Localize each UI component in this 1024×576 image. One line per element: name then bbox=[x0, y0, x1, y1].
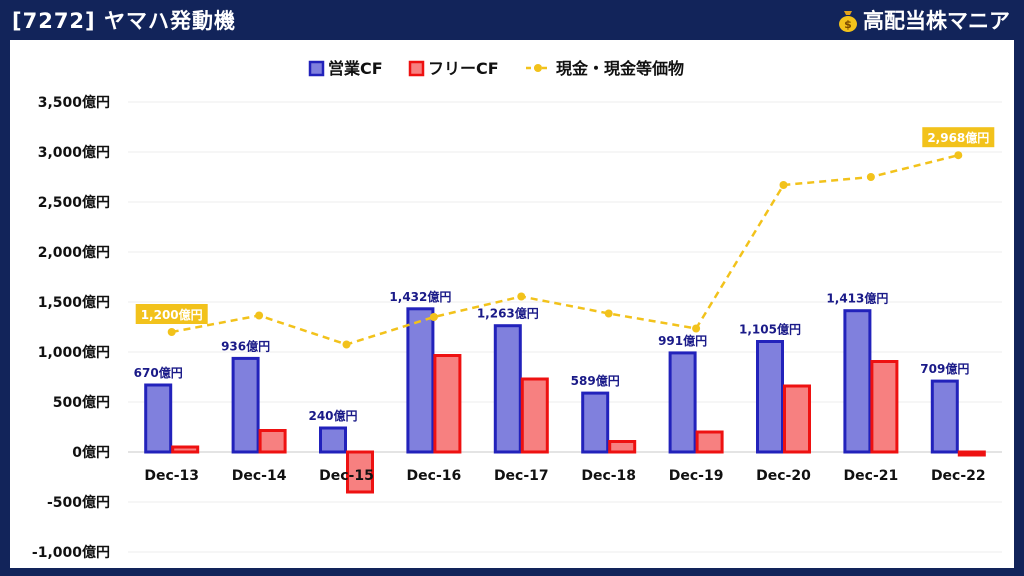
y-tick-label: -1,000億円 bbox=[32, 544, 110, 561]
free-cf-bar bbox=[695, 430, 724, 454]
operating-cf-label: 589億円 bbox=[571, 373, 620, 388]
free-cf-bar bbox=[520, 377, 549, 454]
operating-cf-bar bbox=[493, 324, 522, 454]
y-tick-label: 1,500億円 bbox=[38, 294, 110, 311]
operating-cf-label: 240億円 bbox=[308, 408, 357, 423]
operating-cf-label: 1,263億円 bbox=[477, 306, 539, 321]
operating-cf-bar bbox=[319, 426, 347, 454]
operating-cf-label: 991億円 bbox=[658, 333, 707, 348]
operating-cf-label: 1,432億円 bbox=[389, 289, 451, 304]
svg-text:$: $ bbox=[844, 18, 852, 31]
cash-label-box bbox=[135, 304, 208, 324]
cash-point bbox=[429, 313, 438, 321]
x-tick-label: Dec-16 bbox=[407, 468, 462, 484]
operating-cf-label: 709億円 bbox=[920, 361, 969, 376]
operating-cf-bar bbox=[756, 340, 784, 454]
free-cf-bar bbox=[783, 384, 811, 454]
brand-name: 高配当株マニア bbox=[863, 9, 1010, 33]
cash-line: 1,200億円 2,968億円 bbox=[135, 127, 995, 349]
y-tick-label: 2,000億円 bbox=[38, 244, 110, 261]
data-labels: 670億円 936億円 240億円 1,432億円 1,263億円 589億円 991億円 1… bbox=[134, 289, 970, 423]
operating-cf-label: 1,105億円 bbox=[739, 322, 801, 337]
x-tick-label: Dec-22 bbox=[931, 468, 986, 484]
free-cf-bar bbox=[433, 354, 462, 454]
x-tick-label: Dec-17 bbox=[494, 468, 549, 484]
y-tick-label: 2,500億円 bbox=[38, 194, 110, 211]
cash-label-box bbox=[922, 127, 995, 148]
legend-swatch-free-cf bbox=[408, 60, 425, 77]
chart-svg: 3,500億円 3,000億円 2,500億円 2,000億円 1,500億円 1,000… bbox=[32, 59, 1002, 561]
cash-label: 1,200億円 bbox=[141, 307, 203, 322]
cash-point bbox=[342, 340, 351, 349]
legend-label-operating-cf: 営業CF bbox=[328, 59, 383, 78]
money-bag-icon: $ bbox=[839, 11, 857, 32]
cash-point bbox=[167, 328, 176, 336]
brand-logo: $ 高配当株マニア bbox=[837, 5, 1010, 35]
y-tick-label: 3,000億円 bbox=[38, 144, 110, 161]
cash-point bbox=[779, 181, 788, 189]
legend: 営業CF フリーCF 現金・現金等価物 bbox=[308, 59, 684, 78]
x-tick-label: Dec-21 bbox=[844, 468, 899, 484]
x-tick-label: Dec-13 bbox=[144, 468, 199, 484]
operating-cf-bar bbox=[843, 309, 872, 454]
legend-label-free-cf: フリーCF bbox=[428, 59, 499, 78]
legend-marker-cash bbox=[534, 64, 542, 72]
x-tick-label: Dec-15 bbox=[319, 468, 374, 484]
free-cf-bar bbox=[608, 440, 637, 454]
cash-point bbox=[255, 311, 264, 320]
operating-cf-label: 670億円 bbox=[134, 365, 183, 380]
y-tick-label: 3,500億円 bbox=[38, 94, 110, 111]
chart-panel: 3,500億円 3,000億円 2,500億円 2,000億円 1,500億円 1,000… bbox=[10, 40, 1014, 568]
x-tick-label: Dec-20 bbox=[756, 468, 811, 484]
cash-point bbox=[692, 324, 701, 333]
operating-cf-bar bbox=[144, 383, 173, 454]
legend-label-cash: 現金・現金等価物 bbox=[556, 59, 684, 78]
x-tick-label: Dec-14 bbox=[232, 468, 287, 484]
operating-cf-bar bbox=[231, 356, 260, 454]
free-cf-bar bbox=[171, 445, 200, 454]
cash-point bbox=[954, 151, 963, 160]
y-axis-ticks: 3,500億円 3,000億円 2,500億円 2,000億円 1,500億円 1,000… bbox=[32, 94, 110, 561]
legend-swatch-operating-cf bbox=[308, 60, 325, 77]
operating-cf-label: 1,413億円 bbox=[826, 291, 888, 306]
y-tick-label: 1,000億円 bbox=[38, 344, 110, 361]
free-cf-bar bbox=[870, 360, 899, 454]
y-tick-label: 0億円 bbox=[72, 444, 110, 461]
operating-cf-bar bbox=[930, 379, 959, 454]
free-cf-bar bbox=[957, 450, 986, 457]
x-axis-ticks: Dec-13 Dec-14 Dec-15 Dec-16 Dec-17 Dec-18 Dec-… bbox=[144, 468, 985, 484]
cash-label: 2,968億円 bbox=[927, 130, 989, 145]
cash-point bbox=[517, 292, 526, 301]
operating-cf-label: 936億円 bbox=[221, 338, 270, 353]
bars bbox=[144, 307, 986, 494]
operating-cf-bar bbox=[668, 351, 697, 454]
operating-cf-bar bbox=[581, 391, 610, 454]
operating-cf-bar bbox=[406, 307, 435, 454]
free-cf-bar bbox=[346, 450, 374, 494]
cash-line-path bbox=[171, 153, 959, 346]
free-cf-bar bbox=[258, 429, 287, 454]
y-tick-label: 500億円 bbox=[53, 394, 110, 411]
cash-point bbox=[604, 309, 613, 318]
x-tick-label: Dec-18 bbox=[581, 468, 636, 484]
x-tick-label: Dec-19 bbox=[669, 468, 724, 484]
title-bar: [7272] ヤマハ発動機 $ 高配当株マニア bbox=[0, 0, 1024, 38]
cash-point bbox=[866, 173, 875, 181]
y-tick-label: -500億円 bbox=[47, 494, 110, 511]
page-title: [7272] ヤマハ発動機 bbox=[12, 9, 236, 33]
